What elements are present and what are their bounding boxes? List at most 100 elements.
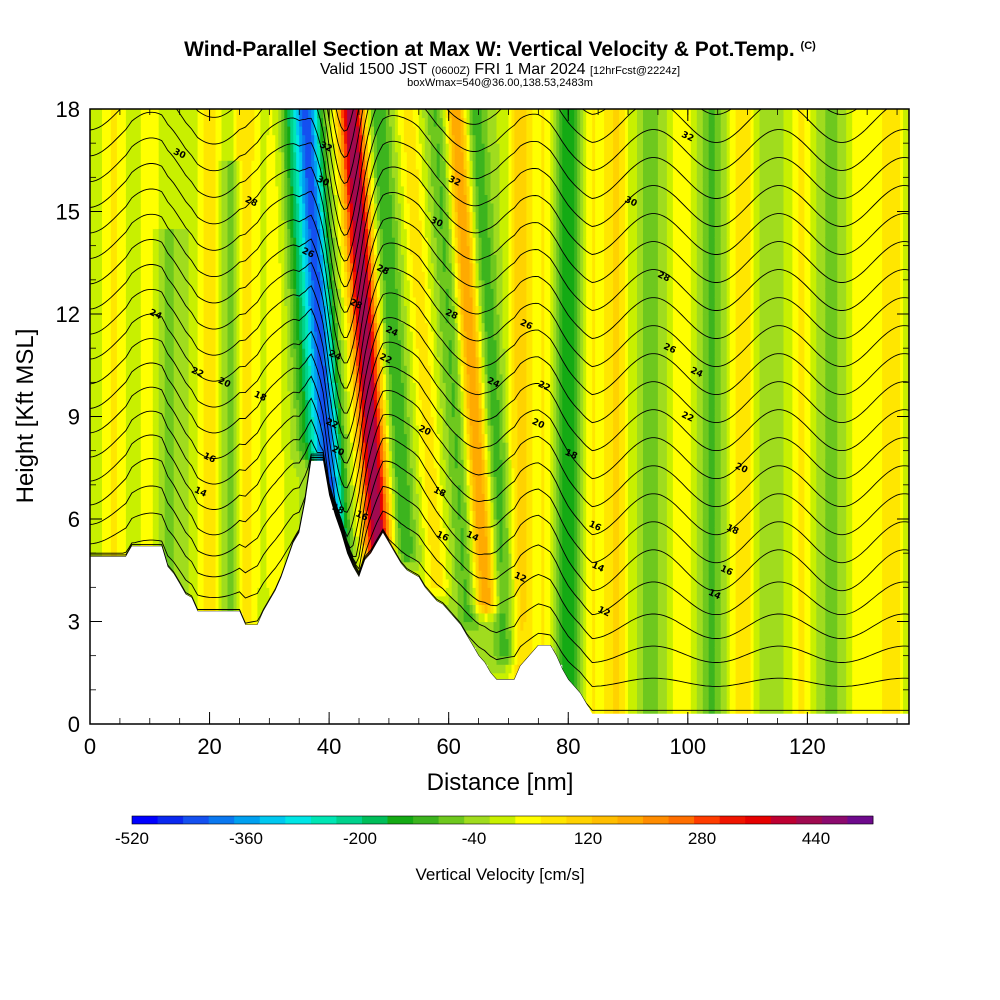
w-cell [239, 305, 244, 315]
w-cell [173, 254, 178, 264]
w-cell [365, 459, 369, 469]
w-cell [275, 544, 279, 554]
w-cell [257, 262, 261, 272]
w-cell [293, 305, 297, 315]
w-cell [152, 271, 157, 281]
w-cell [260, 604, 264, 614]
w-cell [143, 331, 148, 341]
w-cell [233, 279, 238, 289]
w-cell [335, 416, 339, 426]
w-cell [185, 160, 190, 170]
w-cell [266, 220, 270, 230]
w-cell [155, 416, 160, 426]
w-cell [299, 296, 303, 306]
w-cell [290, 126, 294, 136]
w-cell [110, 484, 115, 494]
w-cell [200, 536, 205, 546]
w-cell [239, 331, 244, 341]
w-cell [173, 553, 178, 563]
w-cell [191, 220, 196, 230]
w-cell [119, 134, 124, 144]
w-cell [113, 544, 118, 554]
w-cell [245, 484, 249, 494]
w-cell [102, 126, 106, 136]
w-cell [161, 288, 166, 298]
w-cell [320, 442, 324, 452]
w-cell [221, 510, 226, 520]
w-cell [347, 296, 351, 306]
w-cell [134, 168, 139, 178]
w-cell [260, 228, 264, 238]
w-cell [122, 348, 127, 358]
w-cell [134, 126, 139, 136]
w-cell [335, 314, 339, 324]
w-cell [140, 356, 145, 366]
w-cell [236, 228, 241, 238]
w-cell [93, 288, 97, 298]
w-cell [119, 450, 124, 460]
w-cell [176, 134, 181, 144]
w-cell [224, 373, 229, 383]
w-cell [284, 536, 288, 546]
w-cell [102, 228, 106, 238]
w-cell [335, 168, 339, 178]
w-cell [251, 613, 255, 623]
w-cell [176, 143, 181, 153]
w-cell [224, 587, 229, 597]
w-cell [158, 126, 163, 136]
w-cell [242, 117, 246, 127]
w-cell [209, 408, 214, 418]
w-cell [194, 168, 199, 178]
w-cell [146, 160, 151, 170]
w-cell [110, 143, 115, 153]
w-cell [128, 519, 133, 529]
w-cell [149, 510, 154, 520]
w-cell [215, 450, 220, 460]
w-cell [164, 160, 169, 170]
w-cell [99, 288, 103, 298]
w-cell [191, 459, 196, 469]
w-cell [185, 168, 190, 178]
w-cell [311, 322, 315, 332]
w-cell [287, 228, 291, 238]
w-cell [113, 348, 118, 358]
w-cell [131, 211, 136, 221]
w-cell [182, 203, 187, 213]
w-cell [200, 117, 205, 127]
w-cell [146, 416, 151, 426]
w-cell [134, 467, 139, 477]
w-cell [359, 544, 363, 554]
w-cell [224, 211, 229, 221]
w-cell [104, 220, 109, 230]
w-cell [197, 570, 202, 580]
w-cell [359, 151, 363, 161]
w-cell [113, 254, 118, 264]
w-cell [356, 399, 360, 409]
w-cell [215, 365, 220, 375]
w-cell [134, 237, 139, 247]
w-cell [236, 553, 241, 563]
w-cell [314, 288, 318, 298]
w-cell [173, 536, 178, 546]
w-cell [260, 450, 264, 460]
w-cell [230, 237, 235, 247]
w-cell [230, 578, 235, 588]
w-cell [152, 348, 157, 358]
w-cell [251, 442, 255, 452]
w-cell [116, 185, 121, 195]
w-cell [194, 578, 199, 588]
w-cell [350, 501, 354, 511]
w-cell [137, 245, 142, 255]
w-cell [251, 245, 255, 255]
w-cell [134, 365, 139, 375]
w-cell [287, 467, 291, 477]
w-cell [179, 117, 184, 127]
w-cell [173, 194, 178, 204]
w-cell [113, 331, 118, 341]
w-cell [260, 501, 264, 511]
w-cell [158, 467, 163, 477]
w-cell [188, 510, 193, 520]
w-cell [143, 408, 148, 418]
w-cell [203, 390, 208, 400]
w-cell [158, 331, 163, 341]
